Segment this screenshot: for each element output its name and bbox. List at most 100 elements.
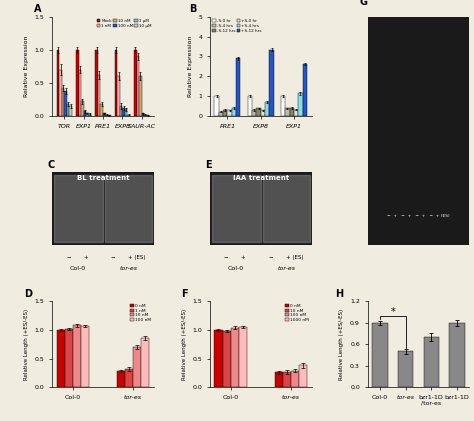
Bar — [299, 365, 307, 387]
Bar — [106, 115, 108, 116]
Bar — [232, 108, 236, 116]
Bar — [252, 110, 256, 116]
Bar — [115, 50, 118, 116]
Bar — [108, 115, 110, 116]
Bar — [142, 113, 144, 116]
Bar — [81, 101, 83, 116]
Bar — [298, 93, 302, 116]
Bar — [57, 330, 65, 387]
Legend: -S-0 hr, -S-4 hrs, -S-12 hrs, +S-0 hr, +S-4 hrs, +S-12 hrs: -S-0 hr, -S-4 hrs, -S-12 hrs, +S-0 hr, +… — [212, 19, 262, 33]
Text: tor-es: tor-es — [277, 266, 295, 271]
Bar — [214, 96, 219, 116]
Bar — [274, 373, 283, 387]
Bar — [214, 330, 222, 387]
Bar — [59, 70, 62, 116]
Bar — [134, 50, 137, 116]
Bar — [398, 352, 413, 387]
Bar — [76, 50, 79, 116]
Bar — [65, 329, 73, 387]
Y-axis label: Relative Length (+ES/-ES): Relative Length (+ES/-ES) — [339, 309, 345, 380]
Bar — [281, 96, 285, 116]
Text: Col-0: Col-0 — [227, 266, 243, 271]
Bar — [302, 64, 307, 116]
Text: B: B — [190, 4, 197, 14]
Bar — [263, 175, 310, 242]
Bar — [261, 110, 265, 116]
Bar — [57, 50, 59, 116]
Bar — [86, 113, 89, 116]
Text: IAA treatment: IAA treatment — [233, 175, 289, 181]
Bar — [424, 337, 439, 387]
Bar — [118, 76, 120, 116]
Text: −       +: − + — [67, 256, 88, 261]
Y-axis label: Relative Length (+ES/-ES): Relative Length (+ES/-ES) — [24, 309, 29, 380]
Bar — [133, 347, 141, 387]
Bar — [256, 108, 261, 116]
Legend: 0 nM, 1 nM, 10 nM, 100 nM: 0 nM, 1 nM, 10 nM, 100 nM — [130, 304, 152, 323]
Y-axis label: Relative Expression: Relative Expression — [188, 36, 192, 97]
Text: H: H — [335, 289, 343, 299]
Bar — [128, 115, 130, 116]
Bar — [81, 326, 89, 387]
Bar — [231, 328, 239, 387]
Y-axis label: Relative Length (+ES/-ES): Relative Length (+ES/-ES) — [182, 309, 187, 380]
Bar — [269, 50, 273, 116]
Y-axis label: Relative Expression: Relative Expression — [24, 36, 29, 97]
Bar — [212, 175, 261, 242]
Bar — [98, 75, 100, 116]
Bar — [449, 323, 465, 387]
Bar — [67, 104, 69, 116]
Bar — [219, 112, 223, 116]
Bar — [54, 175, 103, 242]
Bar — [144, 115, 147, 116]
Bar — [125, 369, 133, 387]
Bar — [141, 338, 149, 387]
Text: −  +   −  +   −  +   −  + (ES): − + − + − + − + (ES) — [387, 214, 450, 218]
Bar — [117, 371, 125, 387]
Bar — [95, 50, 98, 116]
Bar — [122, 108, 125, 116]
Bar — [285, 108, 290, 116]
Text: −       + (ES): − + (ES) — [111, 256, 146, 261]
Bar — [239, 327, 247, 387]
Text: −       + (ES): − + (ES) — [269, 256, 303, 261]
Text: E: E — [205, 160, 211, 170]
Bar — [223, 110, 228, 116]
Bar — [73, 325, 81, 387]
Bar — [79, 70, 81, 116]
Bar — [64, 91, 67, 116]
Text: BL treatment: BL treatment — [77, 175, 129, 181]
Bar — [294, 109, 298, 116]
Bar — [89, 114, 91, 116]
Bar — [372, 323, 388, 387]
Bar — [100, 104, 103, 116]
Bar — [236, 59, 240, 116]
Text: A: A — [34, 4, 41, 14]
Legend: Mock, 1 nM, 10 nM, 100 nM, 1 μM, 10 μM: Mock, 1 nM, 10 nM, 100 nM, 1 μM, 10 μM — [97, 19, 152, 28]
Bar — [62, 88, 64, 116]
Bar — [222, 331, 231, 387]
Text: Col-0: Col-0 — [70, 266, 86, 271]
Bar — [105, 175, 152, 242]
Bar — [265, 102, 269, 116]
Text: G: G — [359, 0, 367, 8]
Bar — [147, 115, 149, 116]
Bar — [137, 56, 139, 116]
Text: −       +: − + — [225, 256, 246, 261]
Bar — [125, 109, 128, 116]
Text: C: C — [47, 160, 55, 170]
Bar — [139, 76, 142, 116]
Bar — [69, 106, 72, 116]
Text: *: * — [390, 307, 395, 317]
Text: D: D — [24, 289, 32, 299]
Legend: 0 nM, 10 nM, 100 nM, 1000 nM: 0 nM, 10 nM, 100 nM, 1000 nM — [285, 304, 310, 323]
Text: F: F — [182, 289, 188, 299]
Bar — [248, 96, 252, 116]
Bar — [103, 113, 106, 116]
Bar — [83, 111, 86, 116]
Bar — [290, 108, 294, 116]
Bar — [291, 370, 299, 387]
Bar — [120, 106, 122, 116]
Text: tor-es: tor-es — [119, 266, 137, 271]
Bar — [283, 372, 291, 387]
